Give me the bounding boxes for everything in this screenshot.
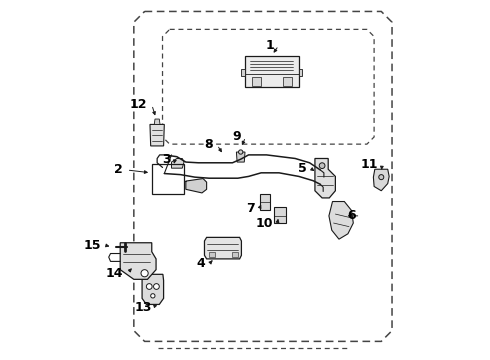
Polygon shape xyxy=(373,169,389,191)
Polygon shape xyxy=(260,194,270,210)
Polygon shape xyxy=(142,274,164,305)
Circle shape xyxy=(379,175,384,180)
Text: 10: 10 xyxy=(255,217,273,230)
Polygon shape xyxy=(209,252,215,257)
Circle shape xyxy=(319,163,325,168)
Text: 12: 12 xyxy=(130,98,147,111)
Polygon shape xyxy=(236,152,245,162)
Polygon shape xyxy=(299,69,302,76)
Polygon shape xyxy=(154,119,160,125)
Text: 15: 15 xyxy=(83,239,101,252)
Polygon shape xyxy=(232,252,238,257)
Text: 3: 3 xyxy=(162,153,171,166)
Text: 14: 14 xyxy=(105,267,123,280)
Text: 1: 1 xyxy=(266,39,274,52)
Polygon shape xyxy=(329,202,353,239)
Text: 4: 4 xyxy=(197,257,205,270)
Text: 7: 7 xyxy=(246,202,255,215)
Bar xyxy=(152,164,184,194)
Text: 9: 9 xyxy=(233,130,242,144)
Text: 11: 11 xyxy=(360,158,378,171)
Circle shape xyxy=(153,284,159,289)
Text: 8: 8 xyxy=(204,138,213,151)
Polygon shape xyxy=(204,237,242,259)
Circle shape xyxy=(147,284,152,289)
Polygon shape xyxy=(274,207,286,223)
Polygon shape xyxy=(252,77,261,86)
Circle shape xyxy=(239,150,243,154)
Polygon shape xyxy=(150,125,164,146)
Polygon shape xyxy=(172,158,184,168)
Polygon shape xyxy=(242,69,245,76)
Text: 2: 2 xyxy=(114,163,122,176)
Polygon shape xyxy=(245,56,299,87)
Polygon shape xyxy=(186,179,207,193)
Text: 13: 13 xyxy=(134,301,152,314)
Polygon shape xyxy=(120,243,156,279)
Text: 6: 6 xyxy=(347,210,356,222)
Circle shape xyxy=(151,294,155,298)
Polygon shape xyxy=(283,77,292,86)
Circle shape xyxy=(141,270,148,277)
Polygon shape xyxy=(315,158,335,198)
Text: 5: 5 xyxy=(298,162,307,175)
